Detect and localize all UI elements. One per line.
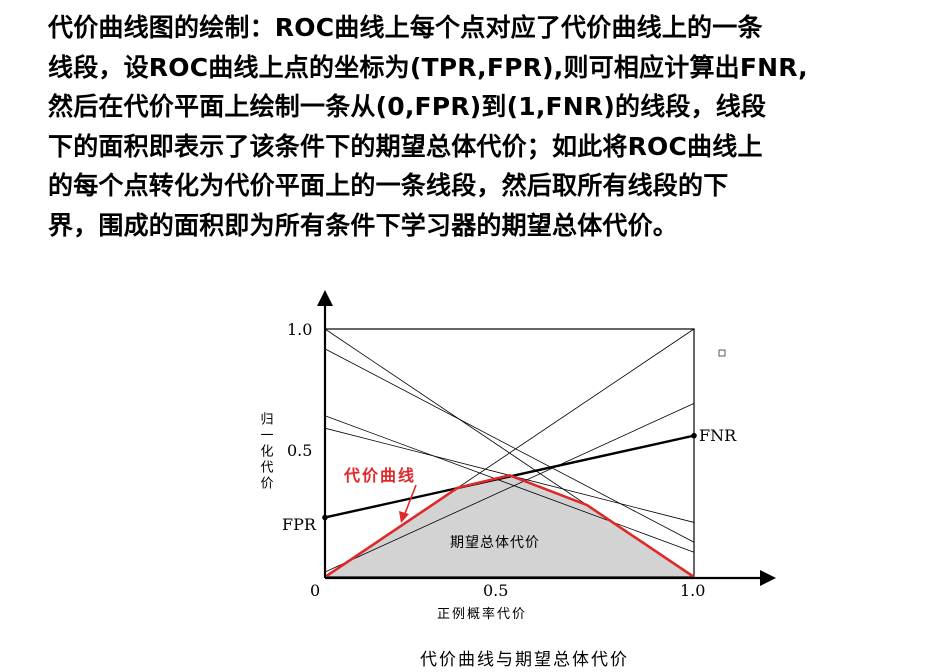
paragraph-line-4: 下的面积即表示了该条件下的期望总体代价；如此将ROC曲线上 bbox=[48, 131, 763, 161]
curve-label-arrowhead-icon bbox=[399, 511, 409, 523]
y-axis-label: 归一化代价 bbox=[258, 412, 274, 492]
curve-label-arrow bbox=[403, 484, 417, 517]
paragraph-line-6: 界，围成的面积即为所有条件下学习器的期望总体代价。 bbox=[48, 210, 679, 240]
expected-cost-area bbox=[325, 475, 694, 577]
curve-label: 代价曲线 bbox=[343, 466, 416, 485]
figure-caption: 代价曲线与期望总体代价 bbox=[420, 650, 629, 670]
y-tick-05: 0.5 bbox=[287, 441, 312, 460]
fpr-label: FPR bbox=[282, 515, 317, 534]
area-label: 期望总体代价 bbox=[450, 535, 540, 551]
cost-segment-3 bbox=[324, 348, 695, 543]
y-tick-1: 1.0 bbox=[287, 320, 312, 339]
fnr-label: FNR bbox=[699, 426, 737, 445]
paragraph-line-5: 的每个点转化为代价平面上的一条线段，然后取所有线段的下 bbox=[48, 171, 729, 200]
square-marker-icon bbox=[718, 349, 726, 357]
x-axis-label: 正例概率代价 bbox=[437, 606, 527, 622]
paragraph-line-1: 代价曲线图的绘制：ROC曲线上每个点对应了代价曲线上的一条 bbox=[48, 13, 763, 42]
cost-segment-6 bbox=[324, 403, 695, 573]
x-tick-0: 0 bbox=[310, 581, 320, 600]
paragraph-line-2: 线段，设ROC曲线上点的坐标为(TPR,FPR),则可相应计算出FNR, bbox=[48, 52, 808, 82]
x-axis-arrow-icon bbox=[760, 570, 776, 586]
x-tick-1: 1.0 bbox=[680, 581, 705, 600]
x-tick-05: 0.5 bbox=[483, 581, 508, 600]
cost-segment-4 bbox=[324, 415, 695, 553]
y-axis-arrow-icon bbox=[317, 290, 333, 306]
fnr-point bbox=[691, 432, 697, 439]
paragraph-line-3: 然后在代价平面上绘制一条从(0,FPR)到(1,FNR)的线段，线段 bbox=[48, 92, 767, 121]
description-paragraph: 代价曲线图的绘制：ROC曲线上每个点对应了代价曲线上的一条 线段，设ROC曲线上… bbox=[48, 8, 928, 245]
cost-curve-line bbox=[324, 474, 695, 579]
